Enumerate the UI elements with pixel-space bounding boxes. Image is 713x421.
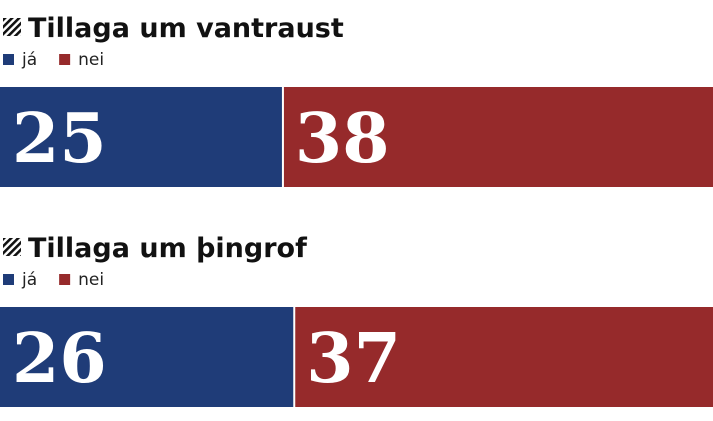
value-label: 25	[12, 99, 107, 179]
value-label: 37	[306, 319, 401, 399]
title-icon	[3, 238, 21, 256]
value-label: 38	[295, 99, 390, 179]
bar-segment	[0, 87, 282, 187]
legend-swatch	[3, 274, 14, 285]
bar-segment	[283, 87, 713, 187]
chart-title: Tillaga um þingrof	[28, 233, 307, 264]
chart-title: Tillaga um vantraust	[28, 13, 344, 44]
legend-label: já	[21, 50, 37, 70]
title-icon	[3, 18, 21, 36]
legend-label: nei	[78, 50, 104, 70]
legend-swatch	[3, 54, 14, 65]
legend-swatch	[59, 274, 71, 285]
legend-label: nei	[78, 270, 104, 290]
bar-segment	[295, 307, 713, 407]
legend-label: já	[21, 270, 37, 290]
legend-swatch	[59, 54, 71, 65]
value-label: 26	[12, 319, 107, 399]
bar-segment	[0, 307, 294, 407]
